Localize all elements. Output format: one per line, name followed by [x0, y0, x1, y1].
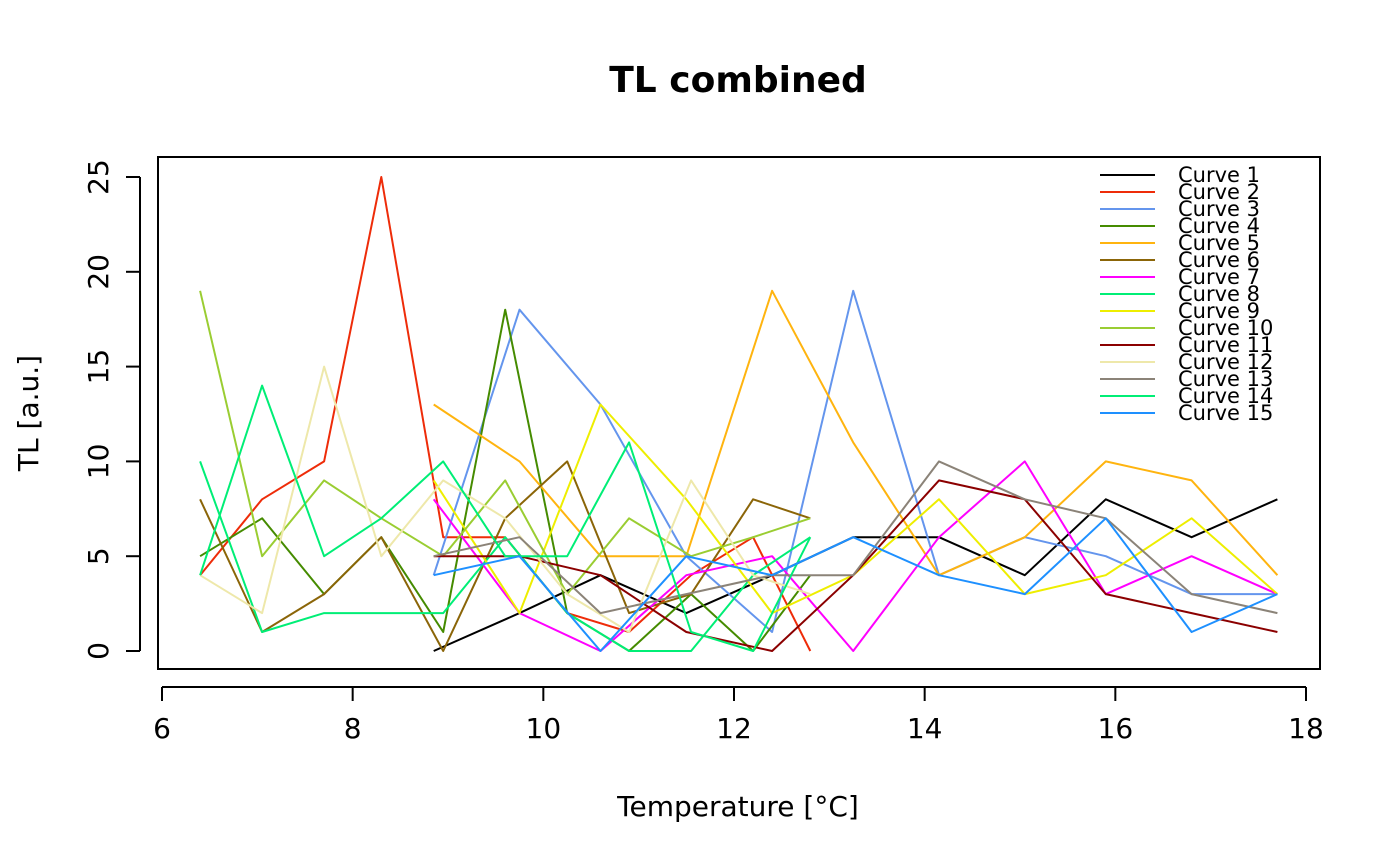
legend-label: Curve 10 — [1178, 316, 1273, 340]
series-line-curve-8 — [199, 461, 811, 652]
y-tick-label: 5 — [82, 547, 115, 565]
legend-label: Curve 2 — [1178, 180, 1260, 204]
legend-label: Curve 11 — [1178, 333, 1273, 357]
series-line-curve-15 — [433, 517, 1278, 652]
series-line-curve-7 — [432, 460, 1278, 652]
x-tick-label: 18 — [1288, 712, 1324, 745]
series-line-curve-12 — [199, 365, 811, 633]
legend-label: Curve 3 — [1178, 197, 1260, 221]
x-tick-label: 12 — [716, 712, 752, 745]
x-tick-label: 14 — [907, 712, 943, 745]
y-tick-label: 25 — [82, 159, 115, 195]
series-line-curve-4 — [199, 308, 812, 652]
series-line-curve-10 — [199, 290, 811, 596]
y-tick-label: 10 — [82, 444, 115, 480]
plot-frame — [157, 156, 1321, 670]
y-tick-label: 20 — [82, 254, 115, 290]
x-tick-label: 16 — [1098, 712, 1134, 745]
legend-label: Curve 14 — [1178, 384, 1273, 408]
series-line-curve-3 — [432, 289, 1278, 633]
x-axis: 6 8 10 12 14 16 18 — [153, 686, 1324, 745]
chart-title: TL combined — [609, 60, 867, 101]
legend-label: Curve 6 — [1178, 248, 1260, 272]
legend-label: Curve 7 — [1178, 265, 1260, 289]
x-axis-label: Temperature [°C] — [616, 790, 859, 823]
series-line-curve-13 — [433, 460, 1278, 615]
series-layer — [199, 176, 1279, 652]
series-line-curve-14 — [199, 384, 812, 652]
y-axis: 0 5 10 15 20 25 — [82, 159, 141, 660]
legend-label: Curve 1 — [1178, 163, 1260, 187]
legend-label: Curve 13 — [1178, 367, 1273, 391]
y-tick-label: 0 — [82, 642, 115, 660]
legend-label: Curve 9 — [1178, 299, 1260, 323]
x-tick-label: 8 — [344, 712, 362, 745]
x-tick-label: 6 — [153, 712, 171, 745]
legend-label: Curve 8 — [1178, 282, 1260, 306]
legend-label: Curve 4 — [1178, 214, 1260, 238]
legend-label: Curve 15 — [1178, 401, 1273, 425]
series-line-curve-5 — [433, 289, 1279, 577]
x-tick-label: 10 — [526, 712, 562, 745]
legend-label: Curve 5 — [1178, 231, 1260, 255]
legend-label: Curve 12 — [1178, 350, 1273, 374]
y-tick-label: 15 — [82, 349, 115, 385]
y-axis-label: TL [a.u.] — [12, 355, 45, 472]
